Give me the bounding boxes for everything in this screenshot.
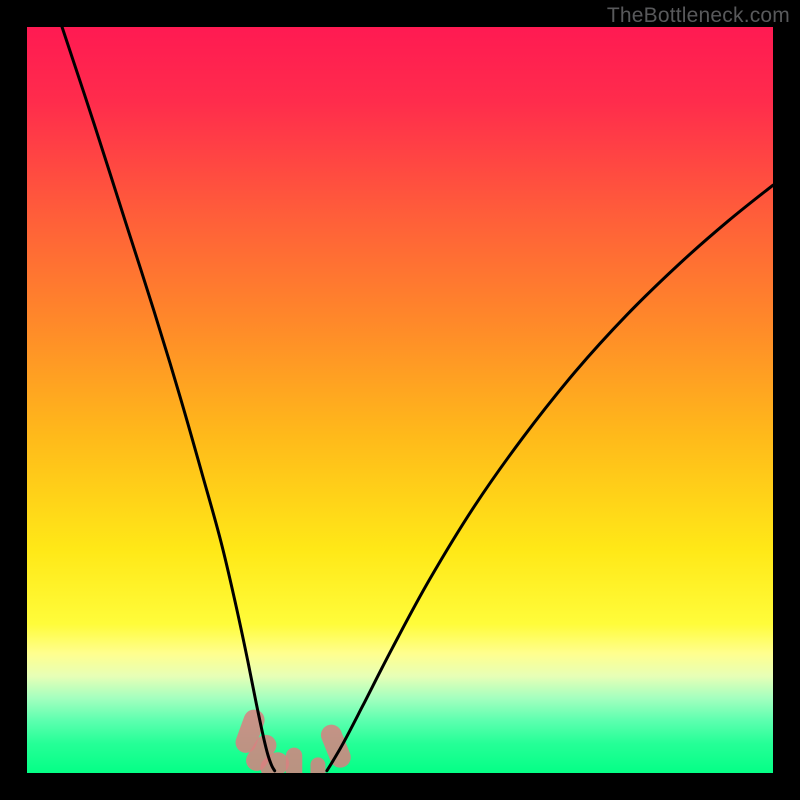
bottom-marker bbox=[310, 757, 325, 773]
curve-right bbox=[327, 185, 773, 771]
curve-left bbox=[62, 27, 275, 771]
curve-layer bbox=[27, 27, 773, 773]
chart-frame: TheBottleneck.com bbox=[0, 0, 800, 800]
plot-area bbox=[27, 27, 773, 773]
bottom-markers bbox=[233, 707, 354, 773]
watermark-text: TheBottleneck.com bbox=[607, 4, 790, 28]
bottom-marker bbox=[286, 748, 302, 773]
